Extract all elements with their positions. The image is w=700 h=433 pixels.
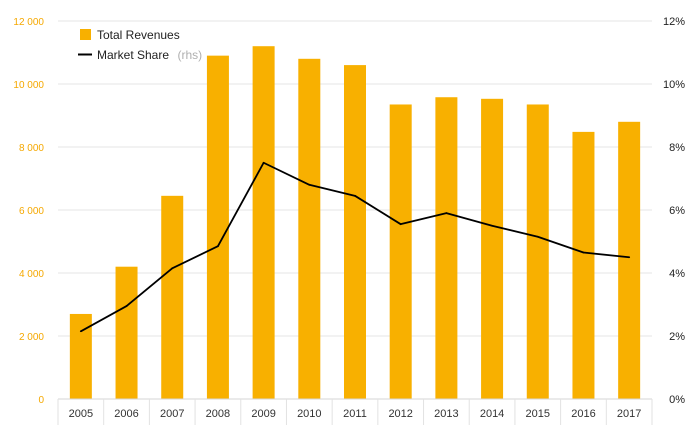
bars bbox=[69, 46, 641, 400]
x-tick-label-2016: 2016 bbox=[571, 408, 595, 420]
point-market-share-2017 bbox=[628, 256, 631, 259]
point-market-share-2014 bbox=[491, 224, 493, 227]
x-tick-label-2009: 2009 bbox=[251, 408, 275, 420]
y-right-tick-label: 8% bbox=[669, 142, 685, 154]
bar-total-revenues-2013 bbox=[435, 97, 458, 399]
x-tick-label-2010: 2010 bbox=[297, 408, 321, 420]
bar-total-revenues-2010 bbox=[298, 58, 321, 400]
y-right-tick-label: 10% bbox=[663, 79, 685, 91]
legend-market-share-suffix: (rhs) bbox=[177, 48, 202, 62]
x-tick-label-2015: 2015 bbox=[526, 408, 550, 420]
y-right-tick-label: 0% bbox=[669, 394, 685, 406]
y-left-tick-label: 0 bbox=[38, 395, 44, 406]
bar-total-revenues-2014 bbox=[481, 98, 504, 400]
point-market-share-2008 bbox=[217, 245, 219, 248]
y-left-tick-label: 4 000 bbox=[19, 269, 44, 280]
legend-label-market-share: Market Share (rhs) bbox=[97, 46, 202, 63]
x-tick-label-2017: 2017 bbox=[617, 408, 641, 420]
y-right-tick-label: 12% bbox=[663, 16, 685, 28]
y-left-tick-label: 12 000 bbox=[13, 17, 44, 28]
y-right-tick-label: 4% bbox=[669, 268, 685, 280]
legend-label-total-revenues: Total Revenues bbox=[97, 28, 180, 42]
point-market-share-2015 bbox=[536, 235, 539, 238]
legend: Total Revenues Market Share (rhs) bbox=[78, 28, 202, 63]
x-tick-label-2014: 2014 bbox=[480, 408, 504, 420]
bar-total-revenues-2015 bbox=[526, 104, 549, 399]
point-market-share-2013 bbox=[445, 212, 448, 215]
bar-total-revenues-2008 bbox=[206, 55, 229, 400]
y-left-tick-label: 10 000 bbox=[13, 80, 44, 91]
x-tick-label-2013: 2013 bbox=[434, 408, 458, 420]
x-axis: 2005 2006 2007 2008 2009 2010 2011 2012 2013 2014… bbox=[57, 398, 653, 425]
x-tick-label-2011: 2011 bbox=[343, 408, 367, 420]
legend-swatch-total-revenues bbox=[80, 29, 91, 40]
point-market-share-2016 bbox=[582, 251, 585, 254]
point-market-share-2009 bbox=[262, 161, 265, 164]
point-market-share-2011 bbox=[354, 194, 356, 197]
point-market-share-2010 bbox=[308, 183, 311, 186]
bar-total-revenues-2016 bbox=[572, 131, 595, 399]
x-tick-label-2006: 2006 bbox=[114, 408, 138, 420]
bar-total-revenues-2011 bbox=[344, 65, 366, 399]
y-left-tick-label: 6 000 bbox=[19, 206, 44, 217]
x-tick-label-2008: 2008 bbox=[206, 408, 230, 420]
point-market-share-2006 bbox=[125, 305, 128, 307]
y-left-tick-label: 2 000 bbox=[19, 332, 44, 343]
x-tick-label-2005: 2005 bbox=[69, 408, 93, 420]
point-market-share-2012 bbox=[399, 223, 402, 226]
bar-total-revenues-2007 bbox=[161, 195, 184, 399]
x-tick-label-2012: 2012 bbox=[388, 408, 412, 420]
bar-total-revenues-2012 bbox=[389, 104, 412, 399]
y-right-tick-label: 6% bbox=[669, 205, 685, 217]
point-market-share-2007 bbox=[171, 267, 174, 270]
y-axis-right: 0% 2% 4% 6% 8% 10% 12% bbox=[663, 16, 685, 406]
bar-total-revenues-2005 bbox=[69, 313, 92, 399]
bar-total-revenues-2009 bbox=[252, 46, 275, 399]
market-share-line bbox=[79, 161, 631, 333]
y-right-tick-label: 2% bbox=[669, 331, 685, 343]
bar-total-revenues-2017 bbox=[618, 121, 641, 400]
bar-total-revenues-2006 bbox=[115, 266, 138, 399]
y-left-tick-label: 8 000 bbox=[19, 143, 44, 154]
legend-market-share-name: Market Share bbox=[97, 48, 169, 62]
x-tick-label-2007: 2007 bbox=[160, 408, 184, 420]
y-axis-left: 0 2 000 4 000 6 000 8 000 10 000 12 000 bbox=[13, 17, 44, 406]
point-market-share-2005 bbox=[79, 330, 82, 333]
